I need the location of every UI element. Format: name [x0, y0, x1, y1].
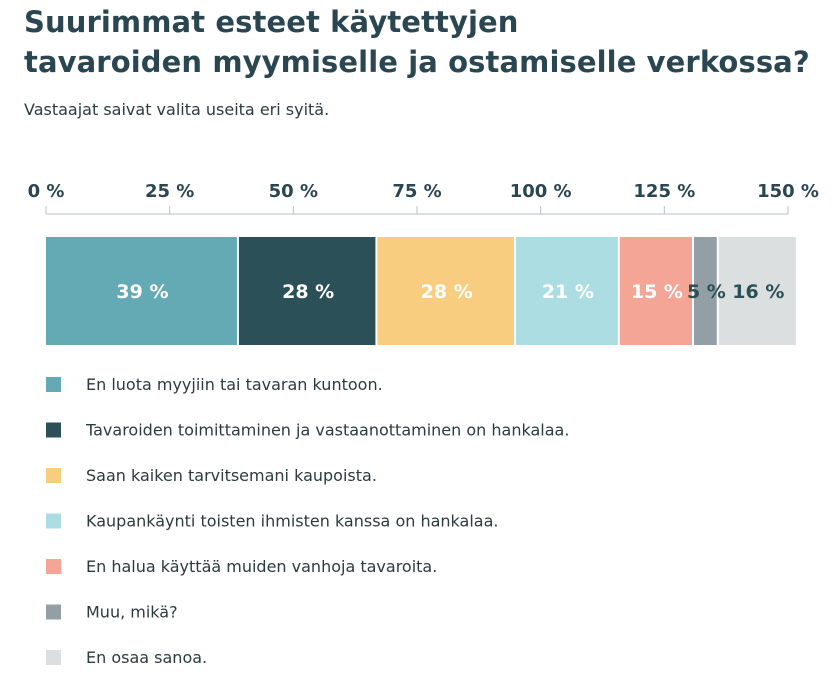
- legend-label: En halua käyttää muiden vanhoja tavaroit…: [86, 557, 437, 576]
- bar-segment: [694, 237, 717, 345]
- x-tick-label: 150 %: [757, 181, 819, 202]
- data-label: 21 %: [542, 281, 594, 303]
- data-label: 16 %: [732, 281, 784, 303]
- legend-swatch: [46, 650, 61, 665]
- x-tick-label: 50 %: [269, 181, 318, 202]
- legend-swatch: [46, 559, 61, 574]
- legend-label: Tavaroiden toimittaminen ja vastaanottam…: [85, 421, 569, 440]
- chart-title-line-2: tavaroiden myymiselle ja ostamiselle ver…: [24, 45, 810, 79]
- legend-swatch: [46, 422, 61, 438]
- legend-swatch: [46, 377, 61, 392]
- data-label: 5 %: [687, 281, 726, 303]
- legend-label: Saan kaiken tarvitsemani kaupoista.: [86, 466, 377, 485]
- legend-label: Muu, mikä?: [86, 603, 178, 622]
- data-label: 39 %: [116, 281, 168, 303]
- legend-label: En osaa sanoa.: [86, 648, 207, 667]
- x-axis: 0 % 25 % 50 % 75 % 100 % 125 % 150 %: [28, 181, 819, 215]
- legend-label: En luota myyjiin tai tavaran kuntoon.: [86, 375, 383, 394]
- bar-segment: [619, 237, 693, 345]
- bar-segment: [515, 237, 618, 345]
- legend-swatch: [46, 468, 61, 483]
- bar-segment: [377, 237, 514, 345]
- chart-subtitle: Vastaajat saivat valita useita eri syitä…: [24, 100, 330, 119]
- legend-swatch: [46, 604, 61, 620]
- bar-segment: [238, 237, 376, 345]
- x-tick-label: 25 %: [145, 181, 194, 202]
- data-label: 28 %: [421, 281, 473, 303]
- bar-segment: [718, 237, 796, 345]
- bar-segment: [46, 237, 237, 345]
- chart-title-line-1: Suurimmat esteet käytettyjen: [24, 5, 519, 39]
- legend: En luota myyjiin tai tavaran kuntoon. Tav…: [46, 375, 569, 667]
- bar-segments: [46, 237, 796, 345]
- value-labels: 39 % 28 % 28 % 21 % 15 % 5 % 16 %: [116, 281, 784, 303]
- x-tick-label: 100 %: [510, 181, 572, 202]
- chart-title: Suurimmat esteet käytettyjen tavaroiden …: [24, 2, 810, 82]
- x-tick-label: 75 %: [392, 181, 441, 202]
- data-label: 28 %: [282, 281, 334, 303]
- x-tick-label: 0 %: [28, 181, 65, 202]
- data-label: 15 %: [631, 281, 683, 303]
- legend-label: Kaupankäynti toisten ihmisten kanssa on …: [86, 512, 498, 531]
- legend-swatch: [46, 513, 61, 529]
- x-tick-label: 125 %: [633, 181, 695, 202]
